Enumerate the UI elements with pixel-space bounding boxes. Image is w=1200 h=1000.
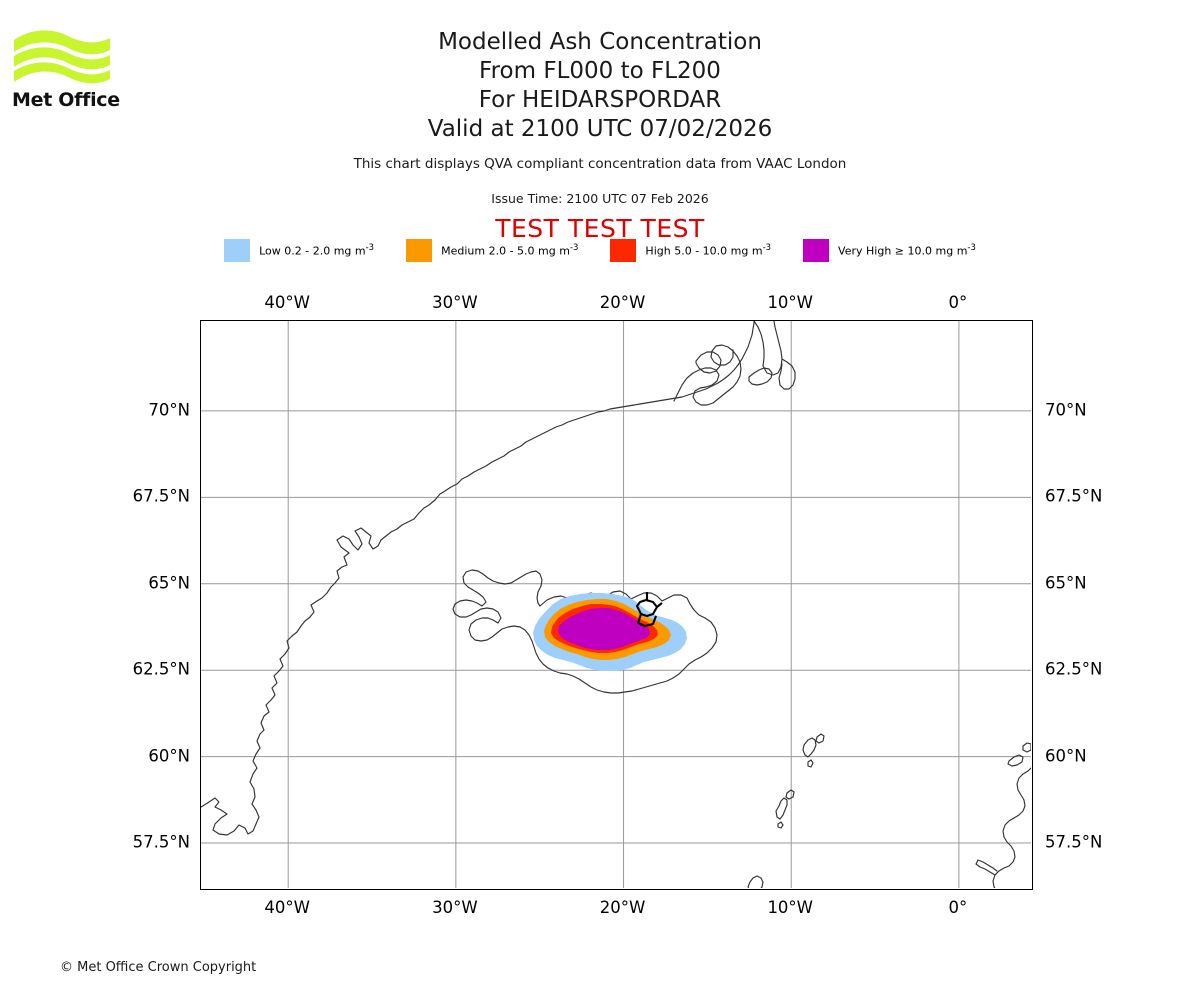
chart-subtitle: This chart displays QVA compliant concen… [353,156,847,172]
lon-tick-bottom-4: 0° [948,898,968,917]
map-container: 40°W 40°W 30°W 30°W 20°W 20°W 10°W 10°W 0° 0° 70°N… [133,293,1103,917]
lat-tick-left-1: 67.5°N [132,486,190,506]
lat-tick-left-0: 70°N [148,400,190,420]
copyright-notice: © Met Office Crown Copyright [60,960,257,975]
lat-tick-right-3: 62.5°N [1045,659,1103,679]
coastline-faroe-islands [802,737,817,758]
coastlines [201,321,1031,888]
legend-swatch-3 [803,239,830,262]
ash-concentration-map [201,321,1031,888]
coastline-norway-islet-a [1007,754,1024,767]
lat-tick-right-2: 65°N [1045,573,1087,593]
lat-tick-right-5: 57.5°N [1045,832,1103,852]
met-office-wave-mark [14,30,110,84]
ash-source-region-outline [635,592,663,628]
lon-tick-bottom-2: 20°W [599,898,646,917]
lon-tick-top-3: 10°W [767,293,813,312]
lon-tick-top-1: 30°W [432,293,478,312]
legend-label-1: Medium 2.0 - 5.0 mg m-3 [441,243,579,258]
legend-item-0: Low 0.2 - 2.0 mg m-3 [224,239,374,262]
lon-tick-bottom-1: 30°W [432,898,478,917]
coastline-iceland [452,569,718,694]
ash-plume-contours [533,593,687,671]
lat-tick-left-3: 62.5°N [132,659,190,679]
lon-tick-bottom-3: 10°W [767,898,813,917]
issue-time-text: Issue Time: 2100 UTC 07 Feb 2026 [491,191,709,206]
ash-contour-very-high [558,608,650,650]
coastline-norway [992,767,1031,888]
legend-item-2: High 5.0 - 10.0 mg m-3 [610,239,771,262]
test-banner: TEST TEST TEST [495,214,705,243]
legend-swatch-1 [406,239,433,262]
legend-item-1: Medium 2.0 - 5.0 mg m-3 [406,239,578,262]
title-line-4: Valid at 2100 UTC 07/02/2026 [427,116,773,142]
coastline-greenland-north [753,321,783,376]
title-line-1: Modelled Ash Concentration [438,29,762,55]
legend-item-3: Very High ≥ 10.0 mg m-3 [803,239,976,262]
legend-swatch-2 [610,239,637,262]
coastline-greenland-fjords [673,344,742,406]
met-office-logo: Met Office [12,26,132,116]
coastline-greenland [201,321,755,836]
coastline-norway-islet-b [1022,742,1031,753]
met-office-logo-text: Met Office [12,89,120,111]
page-title: Modelled Ash Concentration From FL000 to… [0,28,1200,144]
coastline-faroe-islet [815,733,825,744]
legend-swatch-0 [224,239,251,262]
coastline-shetland [775,797,788,820]
lat-tick-left-5: 57.5°N [132,832,190,852]
lon-tick-bottom-0: 40°W [264,898,310,917]
coastline-faroe-small [807,759,814,768]
coastline-greenland-cape [778,358,796,390]
coastline-greenland-inlet-a [695,351,722,374]
legend-label-3: Very High ≥ 10.0 mg m-3 [838,243,976,258]
legend-label-0: Low 0.2 - 2.0 mg m-3 [259,243,375,258]
concentration-legend: Low 0.2 - 2.0 mg m-3 Medium 2.0 - 5.0 mg … [0,239,1200,262]
coastline-shetland-islet [785,789,795,800]
map-plot-frame [200,320,1033,890]
legend-label-2: High 5.0 - 10.0 mg m-3 [645,243,772,258]
lat-tick-left-2: 65°N [148,573,190,593]
lon-tick-top-2: 20°W [599,293,646,312]
coastline-shetland-south [777,821,784,829]
title-line-3: For HEIDARSPORDAR [478,87,722,113]
lon-tick-top-4: 0° [948,293,968,312]
lat-tick-left-4: 60°N [148,746,190,766]
lat-tick-right-4: 60°N [1045,746,1087,766]
lat-tick-right-0: 70°N [1045,400,1087,420]
coastline-norway-fjord-c [975,859,998,876]
coastline-jan-mayen [748,367,773,386]
lat-tick-right-1: 67.5°N [1045,486,1103,506]
title-line-2: From FL000 to FL200 [479,58,721,84]
coastline-orkney [747,875,764,888]
lon-tick-top-0: 40°W [264,293,310,312]
